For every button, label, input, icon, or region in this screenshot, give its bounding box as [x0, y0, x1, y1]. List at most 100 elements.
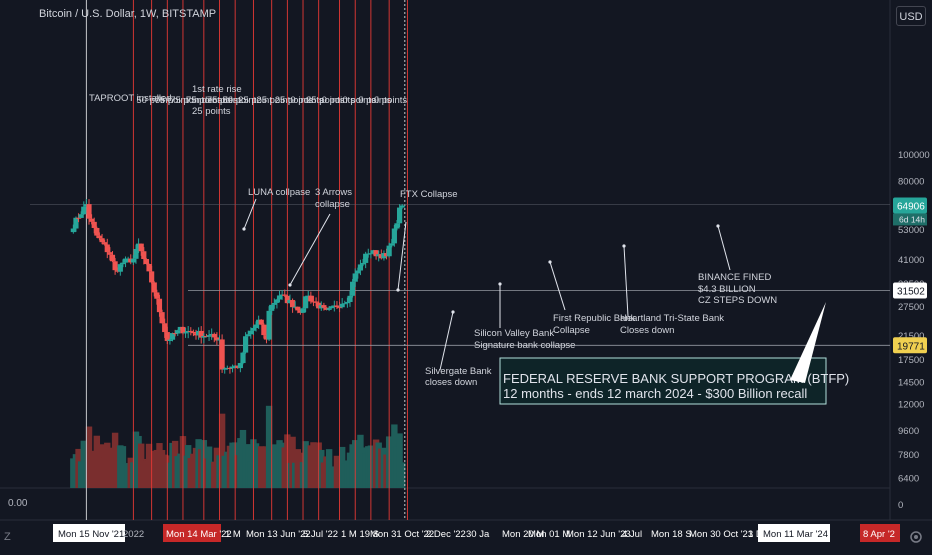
candle-body — [391, 228, 397, 244]
time-axis-label: 4 Jul — [622, 529, 642, 540]
time-cursor-badge — [53, 524, 125, 542]
candle-body — [271, 302, 277, 305]
candle-body — [117, 264, 123, 272]
candle-body — [188, 330, 194, 332]
event-label: Signature bank collapse — [474, 340, 575, 351]
price-tick-label: 53000 — [898, 225, 924, 236]
candle-body — [143, 259, 150, 265]
price-tick-label: 80000 — [898, 176, 924, 187]
candle-body — [154, 292, 160, 299]
lower-pane-value: 0.00 — [8, 498, 28, 509]
candle-body — [109, 254, 116, 262]
level-badge-lower — [893, 337, 927, 354]
time-axis-label: 1 M — [225, 529, 241, 540]
candle-body — [396, 207, 403, 224]
currency-button[interactable]: USD — [896, 6, 926, 26]
level-badge-upper — [893, 282, 927, 299]
event-label: closes down — [425, 377, 477, 388]
candle-body — [336, 307, 343, 309]
event-label: Silvergate Bank — [425, 366, 492, 377]
candle-body — [321, 305, 327, 308]
time-axis-label: Mon 30 Oct '23 — [689, 529, 753, 540]
candle-body — [107, 252, 113, 255]
price-tick-label: 12000 — [898, 400, 924, 411]
time-axis-label: Mon 14 Mar '22 — [166, 529, 232, 540]
candle-body — [323, 307, 330, 310]
candle-body — [141, 251, 147, 260]
price-tick-label: 14500 — [898, 377, 924, 388]
time-range-highlight — [860, 524, 900, 542]
candle-body — [245, 334, 251, 337]
event-label: TAPROOT installed — [89, 93, 172, 104]
candle-body — [112, 261, 118, 271]
candle-body — [318, 305, 324, 309]
candle-body — [159, 312, 165, 324]
candle-body — [342, 303, 348, 305]
timezone-z-label[interactable]: Z — [4, 531, 11, 543]
candle-body — [130, 258, 136, 263]
candle-body — [125, 258, 131, 260]
candle-body — [282, 294, 288, 296]
candle-body — [394, 223, 400, 229]
candle-body — [196, 330, 202, 336]
candle-body — [102, 242, 108, 245]
time-range-highlight — [163, 524, 221, 542]
candle-body — [120, 262, 126, 265]
time-cursor-badge — [758, 524, 830, 542]
candle-body — [378, 254, 384, 259]
price-tick-label: 7800 — [898, 450, 919, 461]
chart-title: Bitcoin / U.S. Dollar, 1W, BITSTAMP — [39, 8, 217, 20]
candle-body — [316, 302, 322, 309]
rate-hike-label: 0 points — [343, 95, 377, 106]
candle-body — [352, 273, 358, 282]
candle-body — [167, 339, 173, 341]
candle-body — [138, 243, 144, 252]
candle-body — [177, 326, 183, 331]
candle-body — [81, 206, 87, 215]
time-axis-label: 8 Apr '2 — [863, 529, 895, 540]
candle-body — [227, 367, 233, 369]
candle-body — [135, 243, 142, 249]
event-label: collapse — [315, 199, 350, 210]
annotation-arrow-head — [396, 288, 400, 292]
candle-body — [383, 253, 390, 257]
candle-body — [347, 295, 353, 302]
candle-body — [274, 299, 280, 303]
gear-icon[interactable] — [908, 529, 924, 545]
level-badge-lower-text: 19771 — [897, 341, 925, 352]
candle-body — [151, 282, 157, 293]
rate-hike-label: 25 points — [192, 106, 231, 117]
candle-body — [300, 308, 306, 313]
rate-hike-label: 0 points — [374, 95, 408, 106]
candle-body — [164, 332, 170, 341]
candle-body — [133, 248, 139, 259]
annotation-arrow — [623, 245, 629, 317]
candle-body — [201, 335, 207, 338]
candle-body — [386, 245, 392, 257]
price-tick-label: 21500 — [898, 331, 924, 342]
candle-body — [211, 333, 217, 338]
price-tick-label: 100000 — [898, 150, 930, 161]
candle-body — [209, 333, 215, 336]
price-tick-label: 41000 — [898, 255, 924, 266]
volume-bar — [289, 436, 296, 488]
annotation-arrow — [289, 213, 331, 286]
rate-hike-label: 25 points — [275, 95, 314, 106]
candle-body — [224, 367, 230, 369]
volume-bar — [85, 426, 93, 488]
candle-body — [229, 366, 236, 369]
btfp-box — [499, 357, 827, 405]
candle-body — [248, 330, 254, 335]
candle-body — [237, 363, 243, 369]
candle-body — [190, 331, 196, 334]
candle-body — [279, 294, 285, 296]
time-axis-label: 5 Jul '22 — [303, 529, 338, 540]
event-label: FTX Collapse — [400, 189, 458, 200]
candle-body — [292, 306, 298, 308]
candle-body — [363, 253, 369, 263]
level-badge-upper-text: 31502 — [897, 286, 925, 297]
candle-body — [162, 323, 168, 333]
candle-body — [331, 305, 337, 307]
